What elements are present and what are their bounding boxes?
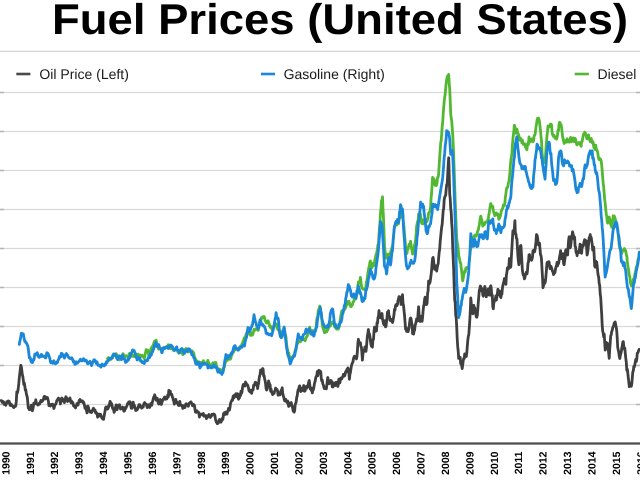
svg-text:1995: 1995: [123, 451, 135, 475]
svg-text:Oil Price (Left): Oil Price (Left): [39, 66, 128, 82]
svg-text:1990: 1990: [0, 451, 12, 475]
svg-text:1998: 1998: [196, 451, 208, 475]
svg-text:2002: 2002: [293, 451, 305, 475]
svg-text:Diesel: Diesel: [598, 66, 637, 82]
svg-text:Gasoline (Right): Gasoline (Right): [284, 66, 385, 82]
svg-text:2005: 2005: [367, 451, 379, 475]
svg-text:2001: 2001: [269, 451, 281, 475]
svg-text:2009: 2009: [464, 451, 476, 475]
svg-text:1994: 1994: [98, 451, 110, 475]
svg-text:2013: 2013: [562, 451, 574, 475]
svg-text:2004: 2004: [342, 451, 354, 475]
svg-text:1993: 1993: [74, 451, 86, 475]
svg-text:2000: 2000: [245, 451, 257, 475]
svg-text:2006: 2006: [391, 451, 403, 475]
svg-text:2010: 2010: [489, 451, 501, 475]
svg-text:1991: 1991: [25, 451, 37, 475]
svg-text:1992: 1992: [49, 451, 61, 475]
svg-text:2011: 2011: [513, 451, 525, 474]
svg-text:2008: 2008: [440, 451, 452, 475]
svg-text:1996: 1996: [147, 451, 159, 475]
svg-text:2007: 2007: [416, 451, 428, 475]
svg-text:2015: 2015: [611, 451, 623, 475]
svg-text:1997: 1997: [171, 451, 183, 475]
svg-text:2012: 2012: [538, 451, 550, 475]
svg-text:Fuel Prices (United States): Fuel Prices (United States): [52, 0, 628, 44]
svg-text:1999: 1999: [220, 451, 232, 475]
svg-text:2014: 2014: [587, 451, 599, 475]
svg-text:2003: 2003: [318, 451, 330, 475]
svg-text:2016: 2016: [635, 451, 640, 475]
